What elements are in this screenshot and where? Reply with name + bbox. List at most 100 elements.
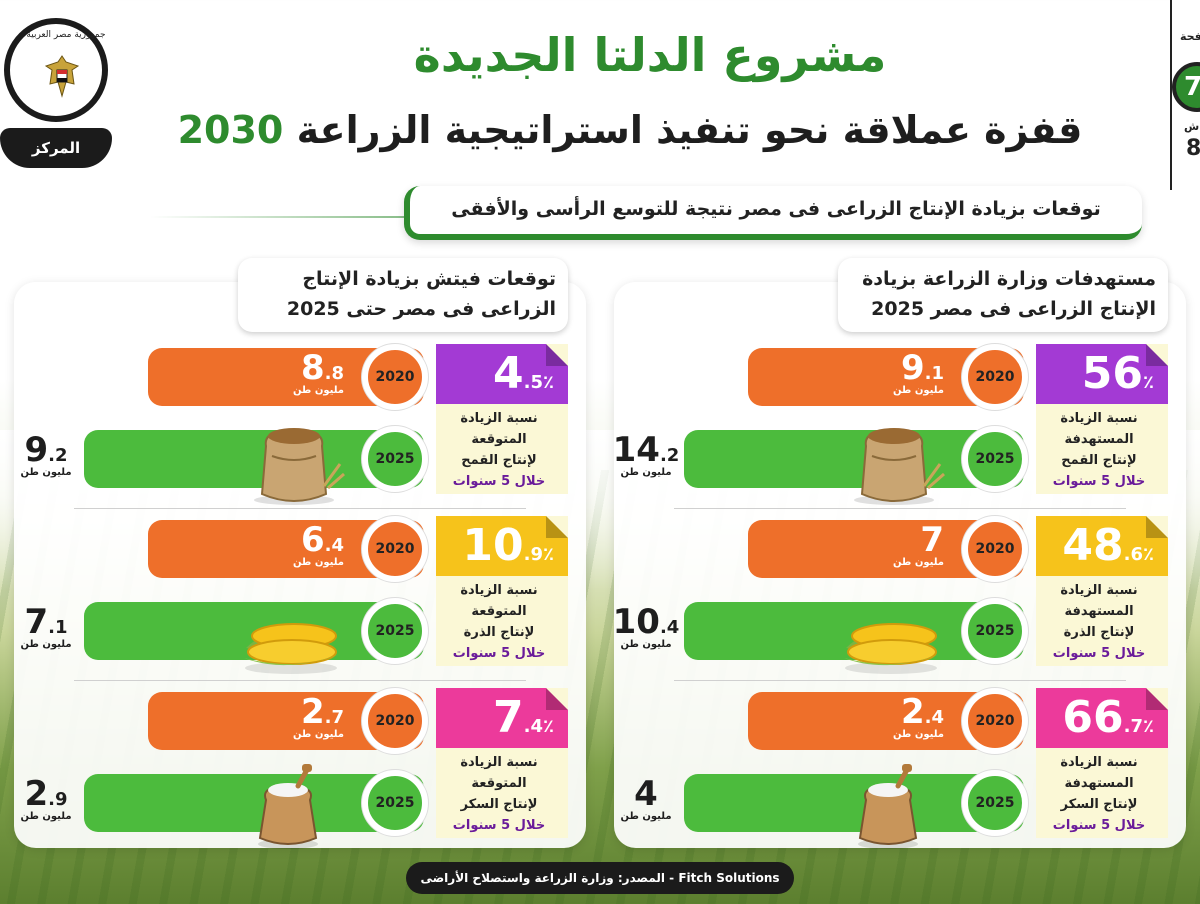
sugar-sack-icon (236, 760, 346, 850)
increase-percentage: 7.4٪ (436, 690, 554, 755)
percentage-description: نسبة الزيادة المستهدفة لإنتاج الذرة خلال… (1036, 580, 1162, 664)
sugar-sack-icon (836, 760, 946, 850)
percentage-header: 48.6٪ (1036, 516, 1168, 576)
crop-row: 66.7٪ نسبة الزيادة المستهدفة لإنتاج السك… (614, 688, 1186, 858)
percentage-sign: ٪ (1143, 372, 1154, 393)
increase-percentage: 10.9٪ (436, 518, 554, 583)
page-subtitle: قفزة عملاقة نحو تنفيذ استراتيجية الزراعة… (130, 108, 1130, 152)
crop-row: 10.9٪ نسبة الزيادة المتوقعة لإنتاج الذرة… (14, 516, 586, 686)
description-line: لإنتاج الذرة (463, 625, 535, 640)
value-unit: مليون طن (620, 811, 672, 822)
value-decimal: .1 (924, 363, 944, 384)
value-unit: مليون طن (20, 639, 72, 650)
description-line: نسبة الزيادة (460, 411, 538, 426)
value-integer: 2 (900, 692, 925, 732)
value-2020: 2.4 مليون طن (864, 692, 944, 740)
value-unit: مليون طن (292, 385, 344, 396)
description-line: لإنتاج القمح (461, 453, 537, 468)
percentage-decimal: .4 (523, 716, 543, 737)
percentage-integer: 56 (1081, 348, 1143, 399)
value-unit: مليون طن (620, 639, 672, 650)
value-decimal: .7 (324, 707, 344, 728)
value-decimal: .2 (48, 445, 68, 466)
value-integer: 6 (300, 520, 325, 560)
description-line: المستهدفة (1064, 604, 1134, 619)
percentage-ribbon (436, 344, 568, 404)
value-decimal: .1 (48, 617, 68, 638)
value-2025: 14.2 مليون طن (612, 430, 680, 478)
percentage-integer: 10 (462, 520, 524, 571)
value-unit: مليون طن (892, 557, 944, 568)
value-decimal: .4 (659, 617, 680, 638)
percentage-sign: ٪ (543, 716, 554, 737)
percentage-header: 10.9٪ (436, 516, 568, 576)
year-2020-badge: 2020 (962, 688, 1028, 754)
page-indicator-number-2: 8 (1186, 136, 1200, 161)
percentage-header: 56٪ (1036, 344, 1168, 404)
value-unit: مليون طن (892, 385, 944, 396)
logo-seal: جمهورية مصر العربية (4, 18, 108, 122)
section-banner: توقعات بزيادة الإنتاج الزراعى فى مصر نتي… (404, 186, 1142, 240)
value-decimal: .9 (48, 789, 68, 810)
crop-row: 56٪ نسبة الزيادة المستهدفة لإنتاج القمح … (612, 344, 1186, 514)
fitch-forecast-panel: توقعات فيتش بزيادة الإنتاج الزراعى فى مص… (14, 258, 586, 849)
percentage-card: 7.4٪ نسبة الزيادة المتوقعة لإنتاج السكر … (436, 688, 568, 838)
year-2020-badge: 2020 (962, 344, 1028, 410)
panel-title-line1: توقعات فيتش بزيادة الإنتاج (302, 268, 556, 290)
percentage-sign: ٪ (543, 372, 554, 393)
panel-title: توقعات فيتش بزيادة الإنتاج الزراعى فى مص… (238, 258, 568, 332)
value-integer: 4 (634, 774, 658, 814)
value-unit: مليون طن (292, 729, 344, 740)
row-divider (674, 680, 1126, 681)
value-unit: مليون طن (292, 557, 344, 568)
value-unit: مليون طن (892, 729, 944, 740)
panel-title: مستهدفات وزارة الزراعة بزيادة الإنتاج ال… (838, 258, 1168, 332)
percentage-card: 10.9٪ نسبة الزيادة المتوقعة لإنتاج الذرة… (436, 516, 568, 666)
year-2020-badge: 2020 (362, 516, 428, 582)
value-integer: 2 (300, 692, 325, 732)
wheat-sack-icon (236, 416, 346, 506)
description-period: خلال 5 سنوات (452, 818, 546, 833)
percentage-ribbon (1036, 516, 1168, 576)
value-integer: 9 (24, 430, 49, 470)
year-2025-badge: 2025 (362, 598, 428, 664)
description-line: المتوقعة (471, 776, 527, 791)
row-divider (74, 508, 526, 509)
row-divider (74, 680, 526, 681)
percentage-sign: ٪ (543, 544, 554, 565)
value-unit: مليون طن (20, 467, 72, 478)
description-line: المتوقعة (471, 604, 527, 619)
corn-icon (836, 588, 946, 678)
description-period: خلال 5 سنوات (452, 646, 546, 661)
percentage-integer: 4 (493, 348, 524, 399)
percentage-description: نسبة الزيادة المستهدفة لإنتاج القمح خلال… (1036, 408, 1162, 492)
percentage-decimal: .6 (1123, 544, 1143, 565)
logo-top-text: جمهورية مصر العربية (26, 30, 106, 40)
value-integer: 10 (612, 602, 660, 642)
crop-row: 4.5٪ نسبة الزيادة المتوقعة لإنتاج القمح … (14, 344, 586, 514)
crop-row: 7.4٪ نسبة الزيادة المتوقعة لإنتاج السكر … (14, 688, 586, 858)
description-line: المستهدفة (1064, 432, 1134, 447)
description-line: لإنتاج السكر (460, 797, 538, 812)
description-line: لإنتاج السكر (1060, 797, 1138, 812)
increase-percentage: 4.5٪ (436, 346, 554, 411)
percentage-sign: ٪ (1143, 716, 1154, 737)
description-line: المتوقعة (471, 432, 527, 447)
value-2020: 8.8 مليون طن (264, 348, 344, 396)
year-2025-badge: 2025 (962, 770, 1028, 836)
increase-percentage: 56٪ (1036, 346, 1154, 411)
value-decimal: .4 (924, 707, 944, 728)
row-divider (674, 508, 1126, 509)
percentage-header: 7.4٪ (436, 688, 568, 748)
percentage-decimal: .5 (523, 372, 543, 393)
year-2020-badge: 2020 (362, 344, 428, 410)
subtitle-year: 2030 (177, 108, 284, 152)
value-2025: 10.4 مليون طن (612, 602, 680, 650)
percentage-description: نسبة الزيادة المستهدفة لإنتاج السكر خلال… (1036, 752, 1162, 836)
value-2025: 4 مليون طن (612, 774, 680, 822)
page-title: مشروع الدلتا الجديدة (413, 28, 887, 82)
logo-banner: المركز الإعلامى (0, 128, 112, 197)
percentage-ribbon (436, 516, 568, 576)
percentage-description: نسبة الزيادة المتوقعة لإنتاج الذرة خلال … (436, 580, 562, 664)
percentage-card: 56٪ نسبة الزيادة المستهدفة لإنتاج القمح … (1036, 344, 1168, 494)
